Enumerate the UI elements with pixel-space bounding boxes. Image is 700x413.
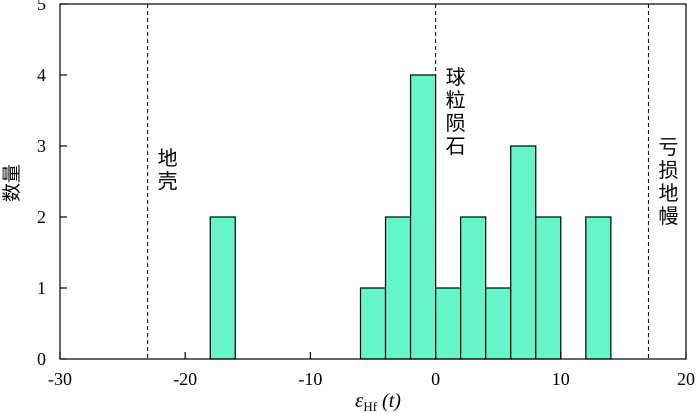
y-tick-label: 2 — [37, 207, 46, 227]
x-axis-subscript: Hf — [363, 399, 377, 413]
x-axis-symbol: ε — [355, 388, 364, 412]
reference-line-label: 亏损地幔 — [658, 135, 678, 228]
histogram-bar — [535, 216, 562, 360]
y-axis-title: 数量 — [1, 164, 23, 202]
histogram-bar — [409, 74, 437, 360]
y-tick-label: 1 — [37, 278, 46, 298]
histogram-bar — [460, 216, 487, 360]
x-tick-label: -30 — [48, 369, 72, 389]
histogram-bar — [384, 216, 412, 360]
x-tick-label: 0 — [431, 369, 440, 389]
y-tick-label: 3 — [37, 136, 46, 156]
histogram-bar — [209, 216, 236, 360]
histogram-bar — [510, 145, 537, 360]
reference-lines-group — [147, 4, 649, 359]
plot-frame — [59, 3, 687, 360]
histogram-bar — [435, 287, 462, 360]
x-tick-label: 10 — [552, 369, 570, 389]
y-tick-label: 4 — [37, 65, 46, 85]
x-tick-label: -20 — [173, 369, 197, 389]
histogram-bar — [585, 216, 612, 360]
reference-line-label: 球粒陨石 — [446, 65, 466, 158]
reference-line-label: 地壳 — [158, 146, 178, 193]
x-axis-suffix: (t) — [377, 390, 401, 412]
x-tick-label: 20 — [677, 369, 695, 389]
axis-ticks-group: -30 -20 -10 0 10 20 0 1 2 3 4 5 — [37, 0, 695, 389]
x-axis-title: εHf (t) — [355, 388, 401, 413]
x-tick-label: -10 — [298, 369, 322, 389]
histogram-bar — [359, 287, 387, 360]
annotations-group: 地壳 球粒陨石亏损地幔 — [158, 65, 679, 228]
y-tick-label: 5 — [37, 0, 46, 14]
histogram-bar — [485, 287, 512, 360]
y-tick-label: 0 — [37, 349, 46, 369]
bars-group — [209, 74, 612, 360]
